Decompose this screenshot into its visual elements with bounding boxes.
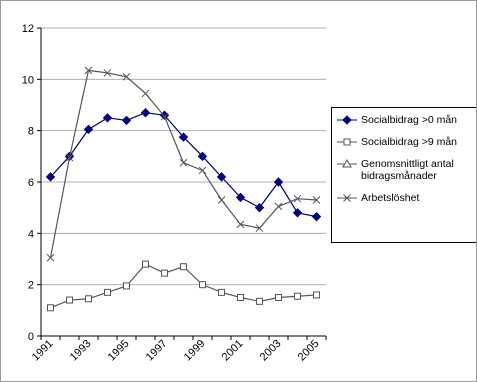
point <box>236 220 245 229</box>
legend-entry: Arbetslöshet <box>336 192 476 204</box>
point <box>180 263 187 271</box>
legend-swatch <box>337 115 357 125</box>
y-tick-label: 4 <box>28 228 34 240</box>
point <box>235 192 246 203</box>
legend-label: Arbetslöshet <box>361 192 420 204</box>
legend-label: Genomsnittligt antal bidragsmånader <box>361 158 454 182</box>
point <box>313 291 320 299</box>
point <box>140 107 151 118</box>
legend-swatch <box>337 194 357 202</box>
x-tick-label: 1995 <box>106 338 132 364</box>
point <box>83 124 94 135</box>
point <box>254 202 265 213</box>
series-line <box>49 69 317 258</box>
point <box>256 297 263 305</box>
point <box>85 295 92 303</box>
point <box>103 69 112 77</box>
y-tick-label: 2 <box>28 280 34 292</box>
y-tick-label: 12 <box>22 23 34 35</box>
point <box>311 211 322 222</box>
point <box>293 194 302 203</box>
point <box>123 282 130 290</box>
point <box>161 269 168 277</box>
point <box>178 132 189 142</box>
legend-entry: Genomsnittligt antal bidragsmånader <box>336 158 476 182</box>
y-tick-label: 0 <box>28 331 34 343</box>
point <box>342 115 352 125</box>
point <box>65 153 74 162</box>
point <box>199 281 206 289</box>
point <box>66 296 73 304</box>
point <box>312 196 321 204</box>
legend-label: Socialbidrag >9 mån <box>361 136 458 148</box>
point <box>342 158 352 168</box>
point <box>121 115 132 126</box>
point <box>102 113 113 123</box>
point <box>45 172 56 182</box>
point <box>47 304 54 312</box>
point <box>237 294 244 301</box>
point <box>198 166 207 175</box>
legend-entry: Socialbidrag >0 mån <box>336 114 476 126</box>
point <box>84 66 93 75</box>
point <box>294 292 301 300</box>
y-tick-label: 8 <box>28 126 34 138</box>
point <box>179 158 188 167</box>
point <box>343 138 351 146</box>
point <box>275 294 282 301</box>
point <box>292 208 303 218</box>
point <box>255 224 264 233</box>
point <box>216 172 227 182</box>
y-tick-label: 6 <box>28 177 34 189</box>
point <box>217 196 226 204</box>
x-tick-label: 1997 <box>144 338 170 364</box>
point <box>160 112 169 121</box>
point <box>104 288 111 296</box>
point <box>197 151 208 162</box>
point <box>274 202 283 211</box>
point <box>343 194 351 202</box>
legend: Socialbidrag >0 mån Socialbidrag >9 mån Ge… <box>331 107 476 243</box>
x-tick-label: 2003 <box>258 338 284 364</box>
x-tick-label: 1999 <box>182 338 208 364</box>
point <box>142 260 149 268</box>
x-tick-label: 2005 <box>296 338 322 364</box>
point <box>122 72 131 81</box>
y-tick-label: 10 <box>22 74 34 86</box>
legend-swatch <box>337 138 357 146</box>
x-tick-label: 1993 <box>68 338 94 364</box>
point <box>218 288 225 296</box>
x-tick-label: 2001 <box>220 338 246 364</box>
point <box>46 253 55 262</box>
point <box>273 177 284 187</box>
legend-swatch <box>337 158 357 168</box>
point <box>141 89 150 98</box>
legend-label: Socialbidrag >0 mån <box>361 114 458 126</box>
legend-entry: Socialbidrag >9 mån <box>336 136 476 148</box>
